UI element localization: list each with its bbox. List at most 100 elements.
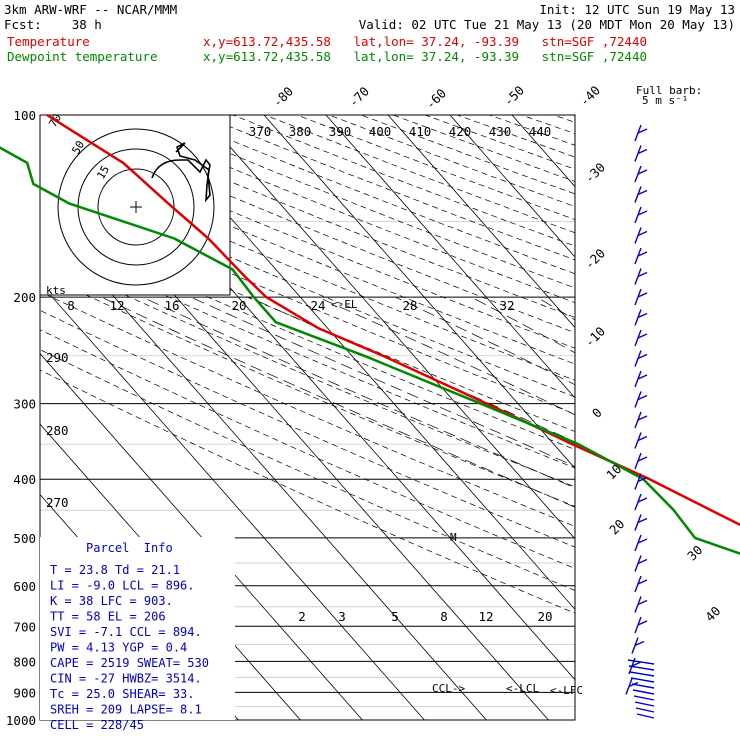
ccl-marker: CCL-> bbox=[432, 682, 465, 695]
moist-adiabat bbox=[395, 296, 575, 386]
isotherm bbox=[263, 115, 575, 470]
model-title: 3km ARW-WRF -- NCAR/MMM bbox=[4, 2, 177, 17]
pressure-label: 1000 bbox=[6, 713, 36, 728]
hodograph-units: kts bbox=[46, 284, 66, 297]
speed-scale-label: 8 bbox=[67, 298, 75, 313]
parcel-info-panel: T = 23.8 Td = 21.1 LI = -9.0 LCL = 896.K … bbox=[40, 537, 235, 732]
parcel-info-row: CELL = 228/45 bbox=[50, 718, 144, 732]
parcel-info-row: Tc = 25.0 SHEAR= 33. bbox=[50, 687, 195, 701]
hodograph-ring bbox=[57, 128, 215, 286]
pressure-label: 900 bbox=[13, 685, 36, 700]
dry-adiabat bbox=[40, 369, 575, 614]
parcel-info-row: CIN = -27 HWBZ= 3514. bbox=[50, 672, 202, 686]
speed-scale-label: 32 bbox=[499, 298, 514, 313]
parcel-info-title: Parcel Info bbox=[86, 541, 173, 555]
moist-adiabat bbox=[471, 296, 575, 354]
wind-barb bbox=[631, 637, 645, 654]
temperature-legend: Temperature bbox=[7, 34, 90, 49]
wind-barb bbox=[634, 227, 648, 244]
isotherm bbox=[511, 115, 575, 188]
wind-barb bbox=[635, 707, 655, 713]
init-time: Init: 12 UTC Sun 19 May 13 bbox=[539, 2, 735, 17]
wind-barb bbox=[634, 165, 648, 183]
wind-barb bbox=[632, 689, 655, 695]
dry-adiabat bbox=[40, 158, 575, 381]
dry-adiabat bbox=[553, 115, 575, 123]
dry-adiabat bbox=[232, 115, 575, 247]
pressure-label: 800 bbox=[13, 654, 36, 669]
wind-barb bbox=[634, 309, 648, 326]
parcel-info-row: LI = -9.0 LCL = 896. bbox=[50, 579, 195, 593]
pressure-label: 400 bbox=[13, 472, 36, 487]
pressure-label: 300 bbox=[13, 397, 36, 412]
pressure-label: 100 bbox=[13, 108, 36, 123]
wind-barb bbox=[625, 678, 639, 695]
isotherm-label: -50 bbox=[501, 83, 528, 110]
wind-barb bbox=[627, 659, 655, 665]
hodograph-ring-label: 15 bbox=[94, 164, 112, 182]
speed-scale-label: 28 bbox=[402, 298, 417, 313]
wind-barb bbox=[634, 616, 648, 634]
wind-barb bbox=[634, 596, 648, 613]
hodograph-frame bbox=[39, 114, 231, 296]
wind-barb bbox=[634, 555, 648, 572]
el-marker: <-EL bbox=[331, 298, 358, 311]
temperature-trace bbox=[46, 113, 740, 527]
isotherm-label: 20 bbox=[606, 516, 627, 537]
moist-adiabat bbox=[317, 296, 575, 416]
wind-barb bbox=[634, 370, 648, 388]
dry-adiabat bbox=[40, 349, 575, 591]
wind-barb bbox=[633, 695, 655, 701]
wind-barb bbox=[634, 493, 648, 511]
dry-adiabat bbox=[40, 309, 575, 548]
isotherm-label: 10 bbox=[603, 461, 624, 482]
dewpoint-location: x,y=613.72,435.58 lat,lon= 37.24, -93.39… bbox=[203, 49, 647, 64]
dewpoint-trace bbox=[0, 146, 740, 555]
wind-barb bbox=[634, 432, 648, 449]
moist-adiabat bbox=[142, 296, 575, 489]
wind-barb bbox=[636, 713, 655, 719]
wind-barb bbox=[634, 288, 648, 306]
mixing-ratio-label: 5 bbox=[391, 609, 399, 624]
pressure-label: 200 bbox=[13, 290, 36, 305]
parcel-info-row: SREH = 209 LAPSE= 8.1 bbox=[50, 703, 202, 717]
isotherm-label: 40 bbox=[702, 603, 723, 624]
wind-barb bbox=[634, 350, 648, 367]
mixing-ratio-label: 12 bbox=[478, 609, 493, 624]
theta-label: 400 bbox=[369, 124, 392, 139]
theta-label: 420 bbox=[449, 124, 472, 139]
plot-frame bbox=[39, 114, 576, 721]
barb-scale-units: 5 m s⁻¹ bbox=[642, 94, 688, 107]
isotherm bbox=[40, 353, 363, 720]
pressure-label: 500 bbox=[13, 531, 36, 546]
wind-barb bbox=[634, 124, 648, 142]
isotherm bbox=[636, 115, 740, 720]
theta-label-left: 280 bbox=[46, 423, 69, 438]
speed-scale-label: 24 bbox=[310, 298, 325, 313]
isotherm-label: -20 bbox=[582, 246, 609, 273]
pressure-label: 700 bbox=[13, 619, 36, 634]
theta-label: 430 bbox=[489, 124, 512, 139]
pressure-label: 600 bbox=[13, 579, 36, 594]
dry-adiabat bbox=[264, 115, 575, 234]
wind-barb bbox=[634, 145, 648, 162]
dry-adiabat bbox=[425, 115, 575, 170]
isotherm bbox=[201, 115, 575, 540]
isotherm bbox=[698, 115, 740, 720]
dry-adiabat bbox=[40, 329, 575, 569]
wind-barb bbox=[628, 665, 655, 671]
speed-scale-label: 12 bbox=[109, 298, 124, 313]
dewpoint-legend: Dewpoint temperature bbox=[7, 49, 158, 64]
isotherm-label: -80 bbox=[270, 84, 297, 111]
isotherm-label: -40 bbox=[577, 83, 604, 110]
isotherm bbox=[449, 115, 575, 258]
hodograph-ring-label: 50 bbox=[69, 139, 87, 157]
wind-barb bbox=[634, 701, 655, 707]
moist-adiabat bbox=[248, 296, 575, 443]
wind-barb bbox=[634, 247, 648, 265]
dry-adiabat bbox=[328, 115, 575, 207]
isotherm bbox=[40, 282, 425, 720]
wind-barb bbox=[634, 411, 648, 429]
isotherm-label: -70 bbox=[346, 84, 373, 111]
speed-scale-label: 20 bbox=[231, 298, 246, 313]
